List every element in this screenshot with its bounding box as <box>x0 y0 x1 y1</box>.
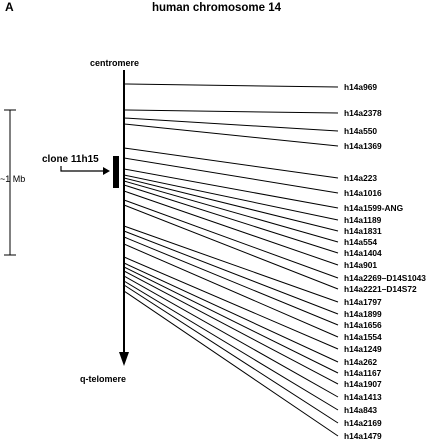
marker-connector-line <box>123 199 339 279</box>
marker-connector-line <box>123 157 339 194</box>
marker-connector-line <box>123 83 339 88</box>
figure-title: human chromosome 14 <box>151 2 282 14</box>
marker-label: h14a554 <box>344 237 378 247</box>
marker-label: h14a1016 <box>344 188 382 198</box>
marker-label: h14a1797 <box>344 297 382 307</box>
marker-label: h14a1907 <box>344 379 382 389</box>
marker-connector-line <box>123 256 339 350</box>
centromere-label: centromere <box>90 58 140 68</box>
marker-label: h14a1369 <box>344 141 382 151</box>
marker-connector-line <box>123 270 339 385</box>
marker-connector-line <box>123 180 339 243</box>
marker-label: h14a2378 <box>344 108 382 118</box>
marker-label: h14a843 <box>344 405 378 415</box>
marker-connector-line <box>123 225 339 303</box>
marker-label: h14a2221–D14S72 <box>344 284 417 294</box>
clone-arrowhead <box>103 167 110 175</box>
marker-label: h14a1599-ANG <box>344 203 404 213</box>
marker-connector-line <box>123 275 339 398</box>
marker-connector-line <box>123 109 339 114</box>
marker-connector-line <box>123 168 339 209</box>
marker-connector-line <box>123 204 339 290</box>
marker-label: h14a262 <box>344 357 378 367</box>
marker-label: h14a1167 <box>344 368 382 378</box>
marker-label: h14a223 <box>344 173 378 183</box>
clone-label: clone 11h15 <box>42 154 99 165</box>
marker-connector-line <box>123 290 339 437</box>
marker-connector-line <box>123 184 339 254</box>
marker-connector-line <box>123 262 339 363</box>
marker-label: h14a1554 <box>344 332 382 342</box>
marker-connector-line <box>123 236 339 326</box>
telomere-arrowhead <box>119 352 129 366</box>
clone-arrow-line <box>60 166 103 172</box>
clone-bar <box>113 156 119 188</box>
marker-connector-line <box>123 147 339 179</box>
marker-label: h14a1404 <box>344 248 382 258</box>
marker-label: h14a550 <box>344 126 378 136</box>
panel-label: A <box>5 0 14 14</box>
scale-label: ~1 Mb <box>0 174 26 184</box>
marker-connector-line <box>123 230 339 315</box>
marker-connector-line <box>123 117 339 132</box>
marker-label: h14a1656 <box>344 320 382 330</box>
marker-connector-line <box>123 190 339 266</box>
marker-label: h14a1831 <box>344 226 382 236</box>
marker-label: h14a1899 <box>344 309 382 319</box>
marker-connector-line <box>123 123 339 147</box>
marker-connector-line <box>123 266 339 374</box>
marker-connector-line <box>123 174 339 221</box>
marker-label: h14a969 <box>344 82 378 92</box>
marker-label: h14a1479 <box>344 431 382 441</box>
marker-label: h14a2169 <box>344 418 382 428</box>
marker-label: h14a901 <box>344 260 378 270</box>
marker-connector-line <box>123 280 339 411</box>
marker-label: h14a1189 <box>344 215 382 225</box>
marker-connector-line <box>123 243 339 338</box>
marker-label: h14a2269–D14S1043 <box>344 273 426 283</box>
telomere-label: q-telomere <box>80 374 127 384</box>
marker-label: h14a1413 <box>344 392 382 402</box>
marker-connector-line <box>123 177 339 232</box>
marker-connector-line <box>123 284 339 424</box>
marker-label: h14a1249 <box>344 344 382 354</box>
